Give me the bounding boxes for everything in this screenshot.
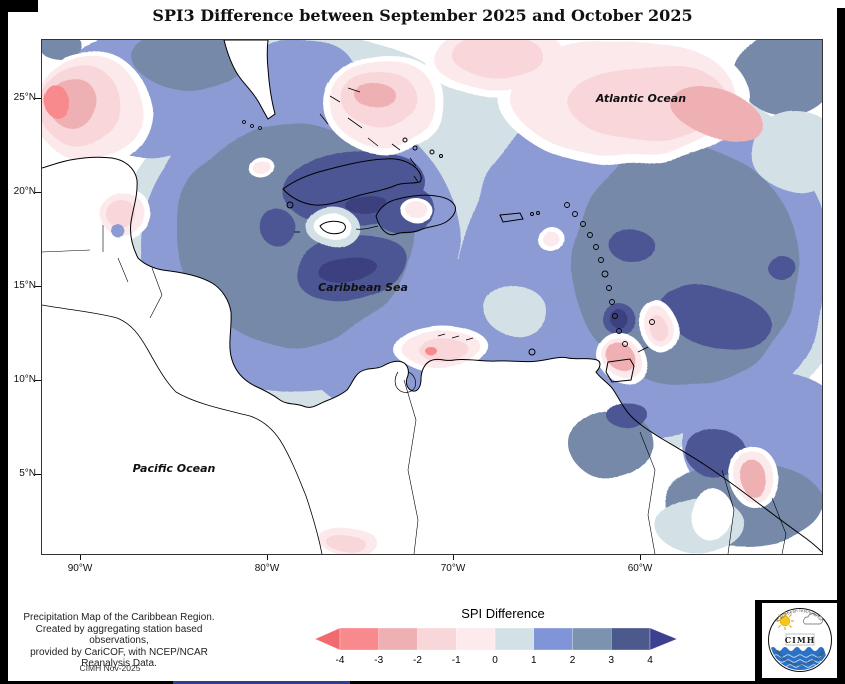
barbados <box>649 319 655 325</box>
lat-label-10n: 10°N <box>13 374 36 385</box>
haiti-peninsula <box>355 225 379 230</box>
atlantic-ocean-label: Atlantic Ocean <box>595 92 686 105</box>
legend-tick-labels: -4 -3 -2 -1 0 1 2 3 4 <box>336 655 654 666</box>
lon-tick <box>80 555 81 560</box>
lat-label-25n: 25°N <box>13 92 36 103</box>
map-area: Atlantic Ocean Caribbean Sea Pacific Oce… <box>28 20 845 562</box>
abc-islands <box>437 333 474 341</box>
puerto-rico <box>499 212 524 223</box>
right-edge-bar <box>837 8 845 684</box>
bahamas <box>319 87 419 183</box>
cimh-logo: CIMH Caribbean Institute for Meteorology… <box>755 600 845 684</box>
contour-field-overland <box>94 186 845 562</box>
left-edge-bar <box>0 0 8 684</box>
lake-maracaibo <box>394 371 416 393</box>
lat-tick <box>35 98 41 99</box>
svg-text:-4: -4 <box>336 655 345 666</box>
legend: SPI Difference -4 -3 -2 -1 0 1 2 3 4 <box>314 606 678 666</box>
svg-text:2: 2 <box>570 655 576 666</box>
legend-arrow-left <box>314 627 341 651</box>
florida <box>223 39 276 130</box>
lat-label-15n: 15°N <box>13 280 36 291</box>
bottom-navy-segment <box>173 681 350 684</box>
logo-text-box <box>785 633 815 646</box>
lon-label-60w: 60°W <box>627 563 653 574</box>
svg-text:-1: -1 <box>452 655 461 666</box>
isle-of-youth <box>286 201 294 209</box>
lesser-antilles <box>530 202 655 347</box>
svg-text:4: 4 <box>647 655 653 666</box>
lon-tick <box>267 555 268 560</box>
pacific-ocean-label: Pacific Ocean <box>133 462 216 475</box>
lat-tick <box>35 380 41 381</box>
figure-title: SPI3 Difference between September 2025 a… <box>152 6 693 25</box>
lon-label-70w: 70°W <box>440 563 466 574</box>
cuba <box>282 158 422 206</box>
tobago <box>637 346 649 353</box>
islands <box>282 87 655 393</box>
annotation-line-3: provided by CariCOF, with NCEP/NCAR Rean… <box>30 646 208 670</box>
lat-tick <box>35 286 41 287</box>
svg-text:3: 3 <box>608 655 614 666</box>
legend-arrow-right <box>649 627 678 651</box>
legend-title: SPI Difference <box>461 606 545 621</box>
svg-text:-3: -3 <box>374 655 383 666</box>
logo-cimh-text: CIMH <box>785 635 816 645</box>
lat-tick <box>35 192 41 193</box>
caribbean-sea-label: Caribbean Sea <box>318 281 408 294</box>
sun-icon <box>776 612 794 630</box>
annotation-line-2: Created by aggregating station based obs… <box>35 623 203 647</box>
source-annotation: Precipitation Map of the Caribbean Regio… <box>10 612 228 670</box>
trinidad <box>605 358 635 383</box>
top-left-notch <box>0 0 38 12</box>
jamaica <box>319 220 346 235</box>
contour-map: Atlantic Ocean Caribbean Sea Pacific Oce… <box>28 20 845 562</box>
svg-text:1: 1 <box>531 655 537 666</box>
annotation-line-1: Precipitation Map of the Caribbean Regio… <box>23 612 215 623</box>
cloud-icon <box>803 613 824 625</box>
lon-tick <box>453 555 454 560</box>
lon-label-80w: 80°W <box>254 563 280 574</box>
lat-label-5n: 5°N <box>19 468 36 479</box>
svg-text:-2: -2 <box>413 655 422 666</box>
country-borders <box>41 225 787 555</box>
lon-label-90w: 90°W <box>67 563 93 574</box>
margarita <box>528 348 536 356</box>
bottom-edge-bar <box>0 681 845 684</box>
lon-tick <box>640 555 641 560</box>
coastlines <box>41 156 823 555</box>
hispaniola <box>375 194 456 236</box>
svg-text:0: 0 <box>492 655 498 666</box>
credit-text: CIMH Nov-2025 <box>79 663 141 673</box>
lat-tick <box>35 474 41 475</box>
lat-label-20n: 20°N <box>13 186 36 197</box>
legend-colorbar <box>314 627 678 651</box>
